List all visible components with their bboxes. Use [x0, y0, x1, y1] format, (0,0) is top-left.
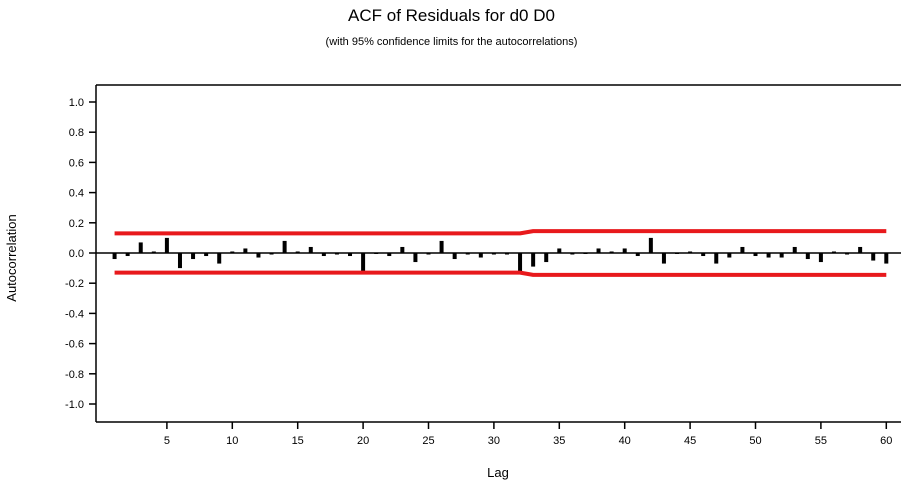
acf-bar: [361, 253, 366, 273]
acf-bar: [439, 240, 444, 253]
acf-bar: [818, 253, 823, 263]
acf-bar: [230, 251, 235, 253]
acf-bar: [164, 237, 169, 253]
chart-subtitle: (with 95% confidence limits for the auto…: [325, 36, 578, 48]
acf-bar: [491, 253, 496, 255]
acf-bar: [596, 248, 601, 253]
acf-bar: [504, 253, 509, 255]
acf-bar: [191, 253, 196, 260]
lower-confidence-limit: [114, 270, 887, 277]
x-tick-label: 50: [749, 435, 761, 447]
acf-bar: [714, 253, 719, 264]
acf-bar: [348, 253, 353, 257]
x-tick-label: 55: [815, 435, 827, 447]
acf-bar: [740, 246, 745, 253]
x-axis-ticks: 5 10 15 20 25 30 35 40 45 50 55 60: [164, 422, 892, 447]
acf-bar: [544, 253, 549, 263]
acf-bar: [635, 253, 640, 257]
acf-bar: [295, 251, 300, 253]
x-tick-label: 60: [880, 435, 892, 447]
x-tick-label: 30: [488, 435, 500, 447]
acf-bar: [648, 237, 653, 253]
acf-bar: [675, 253, 680, 254]
acf-bar: [609, 251, 614, 253]
y-tick-label: 0.6: [69, 157, 84, 169]
acf-bar: [243, 248, 248, 253]
x-tick-label: 40: [619, 435, 631, 447]
acf-bar: [112, 253, 117, 260]
acf-bars: [112, 237, 889, 273]
acf-bar: [334, 253, 339, 255]
plot-frame: [95, 84, 901, 423]
acf-bar: [387, 253, 392, 257]
acf-bar: [177, 253, 182, 269]
acf-bar: [282, 240, 287, 253]
acf-bar: [138, 242, 143, 253]
acf-bar: [374, 253, 379, 254]
acf-bar: [779, 253, 784, 258]
y-tick-label: 0.8: [69, 127, 84, 139]
x-tick-label: 5: [164, 435, 170, 447]
y-tick-label: 0.0: [69, 248, 84, 260]
acf-bar: [256, 253, 261, 258]
acf-bar: [884, 253, 889, 264]
acf-bar: [465, 253, 470, 255]
upper-confidence-limit: [114, 229, 887, 236]
x-tick-label: 15: [292, 435, 304, 447]
chart-title: ACF of Residuals for d0 D0: [348, 6, 555, 25]
acf-bar: [125, 253, 130, 257]
acf-bar: [217, 253, 222, 264]
y-tick-label: -1.0: [65, 399, 84, 411]
acf-bar: [557, 248, 562, 253]
acf-bar: [204, 253, 209, 257]
acf-bar: [701, 253, 706, 257]
x-tick-label: 45: [684, 435, 696, 447]
y-axis-label: Autocorrelation: [4, 214, 19, 301]
acf-bar: [831, 251, 836, 253]
acf-bar: [805, 253, 810, 260]
x-tick-label: 20: [357, 435, 369, 447]
acf-bar: [269, 253, 274, 255]
x-tick-label: 10: [226, 435, 238, 447]
acf-bar: [400, 246, 405, 253]
acf-bar: [531, 253, 536, 267]
y-tick-label: 1.0: [69, 97, 84, 109]
y-tick-label: -0.2: [65, 278, 84, 290]
confidence-limits: [114, 229, 887, 277]
acf-bar: [413, 253, 418, 263]
acf-bar: [151, 251, 156, 253]
x-tick-label: 25: [422, 435, 434, 447]
acf-bar: [858, 246, 863, 253]
acf-bar: [478, 253, 483, 258]
acf-bar: [308, 246, 313, 253]
acf-bar: [766, 253, 771, 258]
acf-bar: [871, 253, 876, 261]
y-tick-label: 0.4: [69, 188, 84, 200]
y-tick-label: 0.2: [69, 218, 84, 230]
y-tick-label: -0.8: [65, 369, 84, 381]
acf-bar: [688, 251, 693, 253]
acf-bar: [570, 253, 575, 255]
acf-bar: [583, 253, 588, 254]
acf-bar: [426, 253, 431, 255]
acf-bar: [753, 253, 758, 257]
y-axis-ticks: 1.0 0.8 0.6 0.4 0.2 0.0 -0.2 -0.4 -0.6 -0.8 -1.0: [65, 97, 96, 411]
acf-bar: [518, 253, 523, 272]
acf-bar: [452, 253, 457, 260]
y-tick-label: -0.4: [65, 308, 84, 320]
y-tick-label: -0.6: [65, 339, 84, 351]
acf-bar: [845, 253, 850, 255]
acf-bar: [622, 248, 627, 253]
x-tick-label: 35: [553, 435, 565, 447]
acf-bar: [792, 246, 797, 253]
x-axis-label: Lag: [487, 465, 509, 480]
acf-bar: [661, 253, 666, 264]
acf-bar: [727, 253, 732, 258]
acf-bar: [321, 253, 326, 257]
